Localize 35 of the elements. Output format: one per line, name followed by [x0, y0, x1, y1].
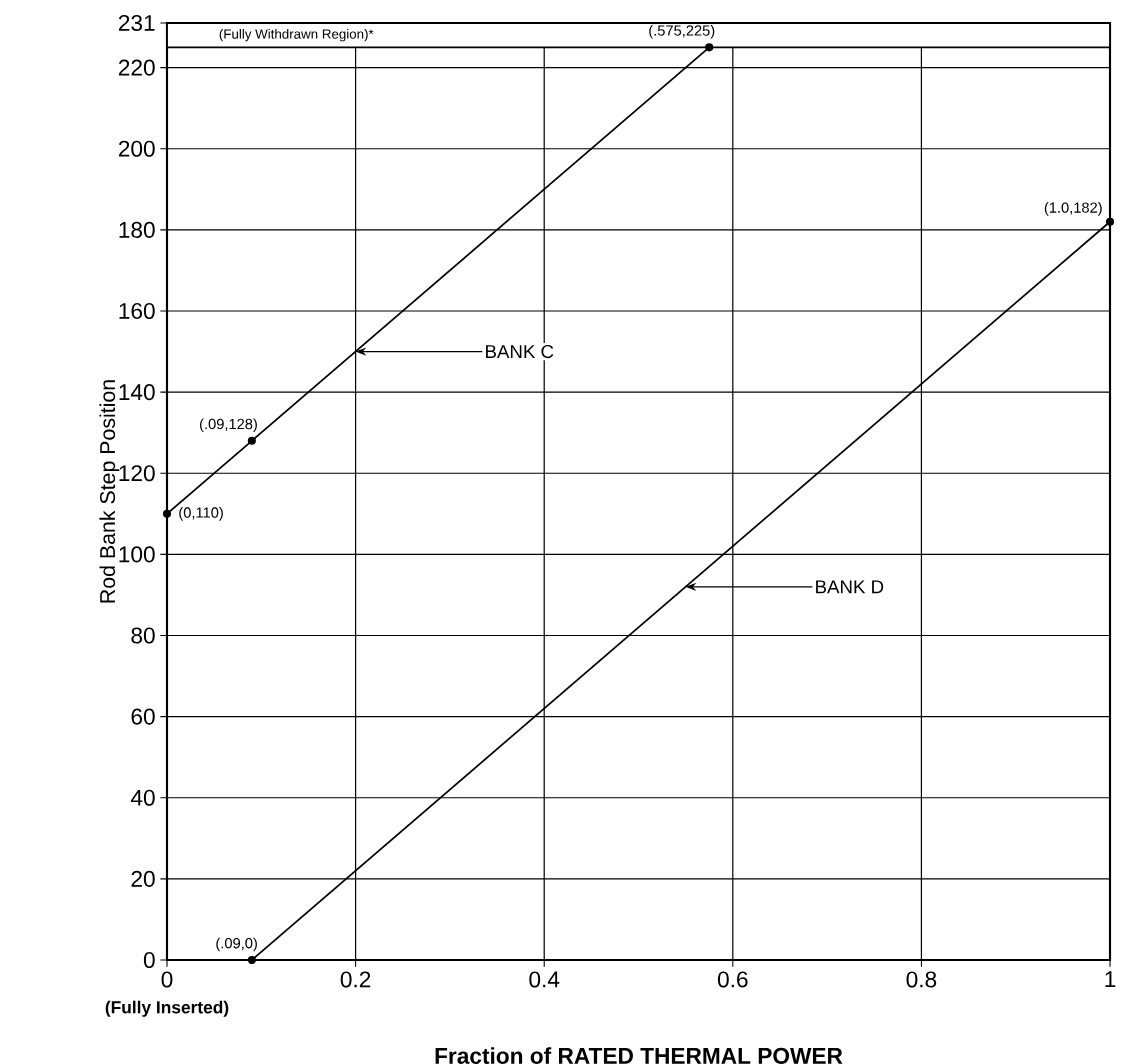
y-tick-label: 0 [143, 951, 155, 969]
point [162, 509, 172, 518]
x-axis-title: Fraction of RATED THERMAL POWER [435, 1047, 843, 1064]
y-tick-label: 140 [119, 384, 155, 401]
annotation: (0,110) [179, 506, 223, 521]
annotation: (1.0,182) [1044, 202, 1102, 216]
point [1105, 217, 1115, 226]
x-tick-label: 0 [161, 971, 173, 988]
y-tick-label: 220 [118, 59, 155, 76]
y-axis-title: Rod Bank Step Position [99, 380, 120, 603]
annotation: BANK C [486, 344, 554, 359]
y-tick-label: 80 [131, 627, 155, 644]
y-tick-label: 60 [131, 708, 155, 725]
y-tick-label: 231 [118, 14, 155, 32]
point [247, 436, 256, 445]
x-tick-label: 0.4 [529, 971, 560, 988]
y-tick-label: 180 [119, 221, 155, 238]
x-tick-label: 1 [1105, 971, 1116, 987]
annotation: (.575,225) [649, 24, 715, 39]
annotation: (.09,0) [216, 937, 257, 952]
y-tick-label: 100 [119, 546, 155, 563]
x-tick-label: 0.8 [906, 971, 937, 988]
y-tick-label: 40 [130, 789, 155, 806]
text: (Fully Inserted) [105, 1000, 229, 1017]
annotation: BANK D [816, 580, 884, 594]
y-tick-label: 120 [119, 465, 155, 482]
band-label: (Fully Withdrawn Region)* [219, 28, 374, 42]
annotation: (.09,128) [200, 418, 257, 433]
y-tick-label: 200 [118, 140, 155, 157]
x-tick-label: 0.2 [340, 971, 371, 988]
point [247, 955, 256, 965]
y-tick-label: 160 [119, 302, 155, 320]
x-tick-label: 0.6 [717, 971, 748, 988]
point [705, 43, 714, 52]
y-tick-label: 20 [131, 870, 155, 887]
